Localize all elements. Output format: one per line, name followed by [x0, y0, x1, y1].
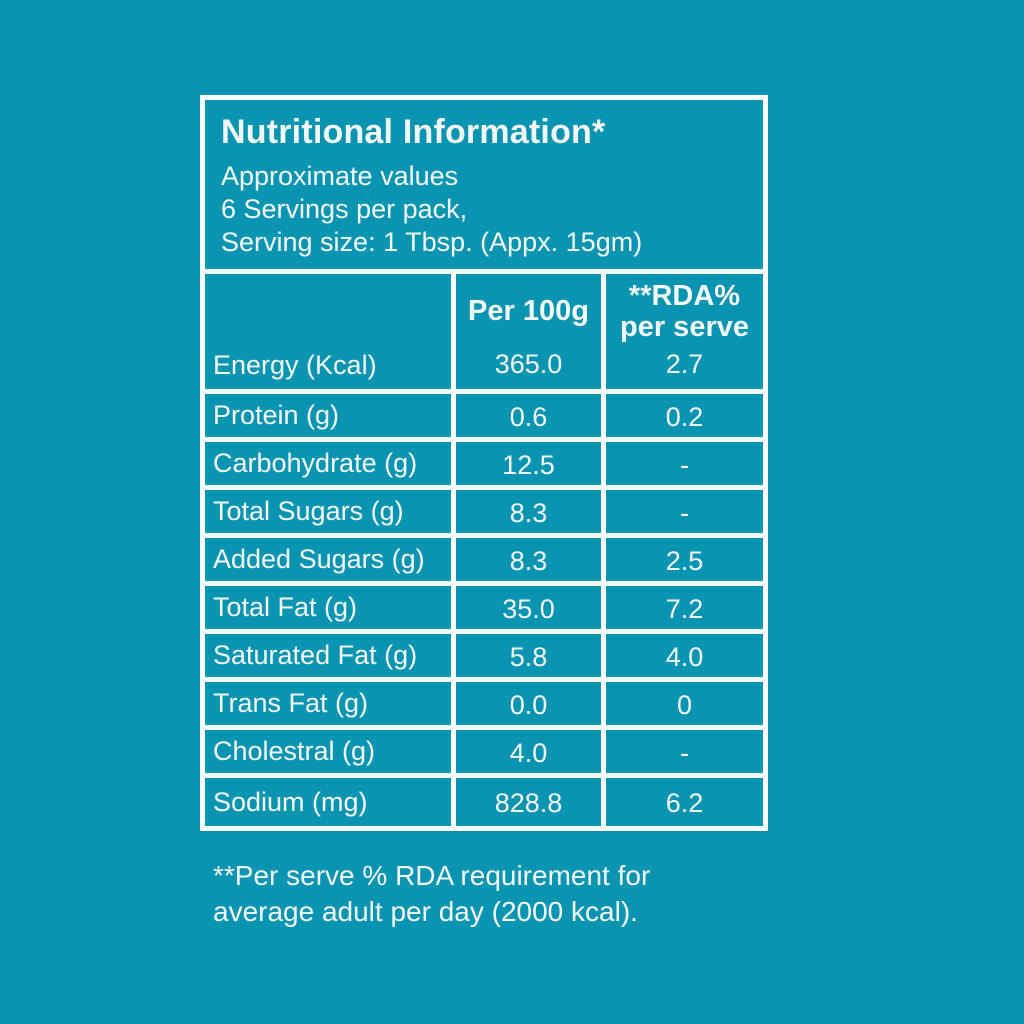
rda-header-line2: per serve	[620, 310, 749, 343]
table-row-rda-value: 6.2	[606, 778, 763, 826]
footnote-line2: average adult per day (2000 kcal).	[213, 896, 638, 927]
table-row-per100g-value: 8.3	[456, 490, 601, 533]
table-row-rda-value: -	[606, 730, 763, 773]
per-100g-header-text: Per 100g	[468, 274, 589, 349]
table-row-per100g-value: 5.8	[456, 634, 601, 677]
rda-header-line1: **RDA%	[628, 279, 741, 312]
table-row-per100g-value: 8.3	[456, 538, 601, 581]
table-row-label: Added Sugars (g)	[205, 538, 451, 581]
table-row-label: Carbohydrate (g)	[205, 442, 451, 485]
servings-per-pack-line: 6 Servings per pack,	[221, 194, 468, 224]
table-row-label: Protein (g)	[205, 394, 451, 437]
energy-per-100g-value: 365.0	[494, 349, 563, 379]
table-row-per100g-value: 828.8	[456, 778, 601, 826]
per-100g-header-label: Per 100g	[468, 295, 589, 327]
table-row-rda-value: 4.0	[606, 634, 763, 677]
table-row-rda-value: -	[606, 490, 763, 533]
table-row-per100g-value: 0.0	[456, 682, 601, 725]
table-row-label: Cholestral (g)	[205, 730, 451, 773]
table-row-rda-value: 0	[606, 682, 763, 725]
footnote-line1: **Per serve % RDA requirement for	[213, 860, 651, 891]
nutrition-label-card: Nutritional Information* Approximate val…	[200, 95, 768, 831]
table-row-label: Sodium (mg)	[205, 778, 451, 826]
nutrition-table: Energy (Kcal) Per 100g 365.0 **RDA% per …	[205, 274, 763, 826]
table-row-label: Total Sugars (g)	[205, 490, 451, 533]
rda-header-text: **RDA% per serve	[620, 274, 749, 349]
table-row-rda-value: 2.5	[606, 538, 763, 581]
rda-footnote: **Per serve % RDA requirement for averag…	[213, 858, 650, 930]
table-row-per100g-value: 12.5	[456, 442, 601, 485]
label-header: Nutritional Information* Approximate val…	[205, 100, 763, 269]
table-row-per100g-value: 35.0	[456, 586, 601, 629]
serving-size-line: Serving size: 1 Tbsp. (Appx. 15gm)	[221, 227, 643, 257]
page-title: Nutritional Information*	[221, 113, 606, 151]
table-row-rda-value: 7.2	[606, 586, 763, 629]
table-row-label: Saturated Fat (g)	[205, 634, 451, 677]
table-row-per100g-value: 4.0	[456, 730, 601, 773]
table-row-label: Trans Fat (g)	[205, 682, 451, 725]
table-row-label: Total Fat (g)	[205, 586, 451, 629]
table-row-rda-value: 0.2	[606, 394, 763, 437]
column-header-rda-per-serve: **RDA% per serve 2.7	[606, 274, 763, 389]
table-row-per100g-value: 0.6	[456, 394, 601, 437]
row-label-energy: Energy (Kcal)	[205, 274, 451, 389]
table-row-rda-value: -	[606, 442, 763, 485]
column-header-per-100g: Per 100g 365.0	[456, 274, 601, 389]
energy-rda-value: 2.7	[665, 349, 704, 379]
approximate-values-line: Approximate values	[221, 161, 459, 191]
